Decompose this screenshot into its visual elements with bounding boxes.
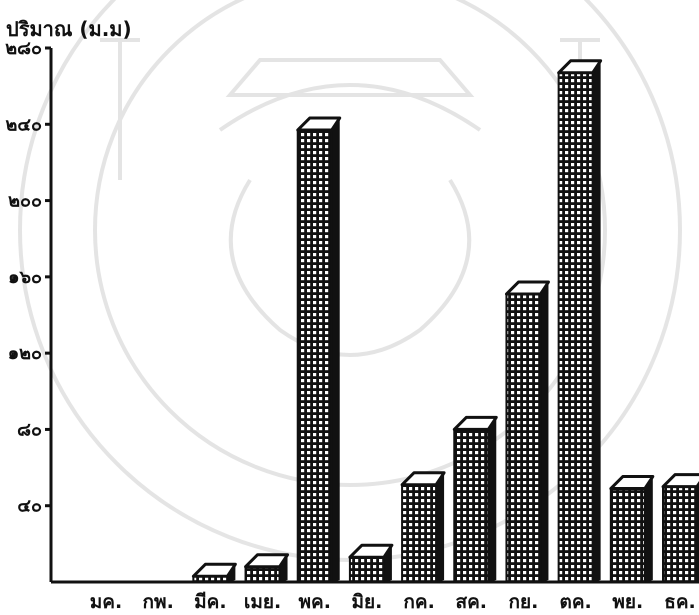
- bar-top-face: [244, 553, 290, 569]
- bar-front-face: [244, 565, 281, 584]
- y-tick-group: ๔๐ ๘๐ ๑๒๐ ๑๖๐ ๒๐๐ ๒๔๐ ๒๘๐: [5, 38, 51, 517]
- bar: [348, 543, 394, 584]
- bar-front-face: [296, 129, 333, 583]
- bar-front-face: [505, 293, 542, 583]
- x-tick-label: มีค.: [194, 591, 226, 613]
- bar-group: [191, 59, 699, 584]
- x-tick-label: ตค.: [559, 591, 591, 613]
- bar: [296, 116, 342, 583]
- bar-side-face: [540, 282, 549, 582]
- x-tick-group: มค. กพ. มีค. เมย. พค. มิย. กค. สค. กย. ตค. พย. ธค.: [90, 591, 696, 613]
- bar-top-face: [609, 475, 655, 491]
- bar-top-face: [661, 473, 699, 489]
- x-tick-label: พย.: [612, 591, 643, 613]
- x-tick-label: มิย.: [351, 591, 382, 613]
- bar: [609, 475, 655, 583]
- x-tick-label: พค.: [299, 591, 331, 613]
- bar-front-face: [453, 428, 490, 583]
- bar-front-face: [557, 71, 594, 584]
- bar-top-face: [557, 59, 603, 75]
- x-tick-label: เมย.: [244, 591, 281, 613]
- bar-top-face: [296, 116, 342, 132]
- bar-top-face: [348, 543, 394, 559]
- bar: [400, 471, 446, 583]
- bar-front-face: [609, 487, 646, 583]
- y-tick-label: ๒๘๐: [5, 38, 42, 59]
- bar: [504, 280, 550, 583]
- y-tick-label: ๒๐๐: [8, 191, 42, 212]
- x-tick-label: กพ.: [143, 591, 174, 613]
- bar-front-face: [348, 556, 385, 584]
- bar: [452, 415, 498, 583]
- y-tick-label: ๑๒๐: [8, 343, 42, 364]
- bar-side-face: [279, 554, 288, 582]
- y-tick-label: ๑๖๐: [8, 267, 42, 288]
- y-axis-label: ปริมาณ (ม.ม): [6, 17, 132, 41]
- bar-top-face: [452, 415, 498, 431]
- x-tick-label: มค.: [90, 591, 122, 613]
- bar-front-face: [401, 483, 438, 583]
- bar: [661, 473, 699, 583]
- x-tick-label: ธค.: [664, 591, 696, 613]
- axes: [49, 48, 699, 584]
- bar-front-face: [662, 485, 698, 583]
- x-tick-label: กค.: [403, 591, 434, 613]
- bar-side-face: [331, 118, 340, 582]
- x-tick-label: กย.: [509, 591, 539, 613]
- y-tick-label: ๔๐: [17, 496, 42, 517]
- bar-side-face: [644, 476, 653, 582]
- y-tick-label: ๘๐: [17, 419, 42, 440]
- x-tick-label: สค.: [456, 591, 488, 613]
- bar-top-face: [504, 280, 550, 296]
- bar-side-face: [592, 60, 601, 583]
- bar-top-face: [400, 471, 446, 487]
- y-tick-label: ๒๔๐: [6, 114, 42, 135]
- bar-top-face: [191, 562, 237, 578]
- bar-side-face: [488, 417, 497, 582]
- bar: [557, 59, 603, 584]
- bar-side-face: [436, 472, 445, 582]
- bar: [191, 562, 237, 583]
- bar: [244, 553, 290, 584]
